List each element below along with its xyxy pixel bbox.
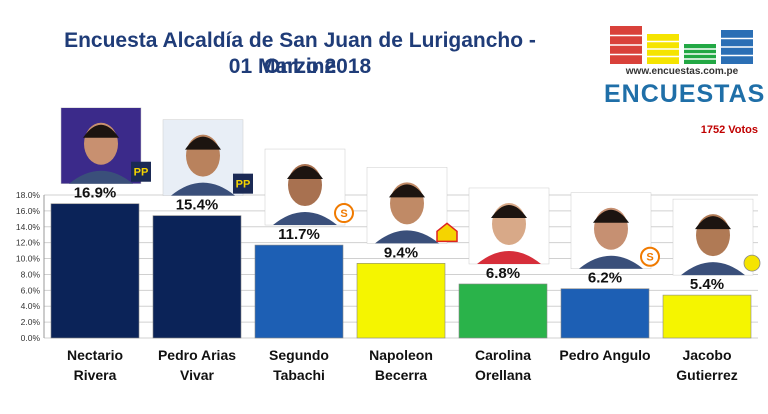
category-label: Rivera [74, 367, 117, 383]
hair-shape [83, 124, 119, 138]
shoulders-shape [273, 212, 337, 226]
category-label: Napoleon [369, 347, 433, 363]
logo-bars-icon [610, 26, 753, 64]
candidate-photo [672, 198, 754, 276]
candidate-photo [468, 187, 550, 265]
podemos-logo-icon: PP [131, 161, 151, 182]
value-label: 15.4% [176, 197, 219, 214]
candidate-photo [60, 107, 142, 184]
category-label: Vivar [180, 367, 215, 383]
y-tick-label: 8.0% [21, 269, 41, 279]
encuestas-logo: www.encuestas.com.pe ENCUESTAS [604, 22, 766, 132]
candidate-photo [366, 167, 448, 244]
shoulders-shape [681, 262, 745, 276]
value-label: 16.9% [74, 185, 117, 202]
shoulders-shape [171, 182, 235, 196]
category-label: Orellana [475, 367, 531, 383]
shoulders-shape [477, 250, 541, 264]
y-tick-label: 12.0% [16, 238, 41, 248]
bar [152, 215, 242, 339]
votes-count: 1752 Votos [700, 124, 758, 136]
bar [458, 283, 548, 339]
y-tick-label: 16.0% [16, 206, 41, 216]
value-label: 5.4% [690, 276, 724, 293]
y-tick-label: 10.0% [16, 254, 41, 264]
category-label: Carolina [475, 347, 531, 363]
hair-shape [287, 166, 323, 180]
y-tick-label: 18.0% [16, 190, 41, 200]
category-label: Segundo [269, 347, 329, 363]
category-label: Tabachi [273, 367, 325, 383]
hair-shape [389, 184, 425, 198]
y-tick-label: 0.0% [21, 333, 41, 343]
category-label: Becerra [375, 367, 427, 383]
value-label: 11.7% [278, 226, 320, 243]
category-label: Nectario [67, 347, 123, 363]
y-tick-label: 2.0% [21, 317, 41, 327]
solidaridad-logo-icon: S [640, 246, 660, 267]
candidate-photo [264, 148, 346, 226]
badge-label: S [340, 208, 347, 220]
badge-label: PP [236, 179, 251, 191]
sun-logo-icon [743, 254, 761, 272]
chart-subtitle: 01 Marzo 2018 [228, 55, 372, 78]
value-label: 9.4% [384, 244, 418, 261]
y-tick-label: 4.0% [21, 301, 41, 311]
bar [560, 288, 650, 339]
value-label: 6.2% [588, 270, 622, 287]
category-label: Pedro Arias [158, 347, 236, 363]
podemos-logo-icon: PP [233, 173, 253, 194]
chart-title: Encuesta Alcaldía de San Juan de Lurigan… [64, 29, 536, 78]
category-label: Pedro Angulo [559, 347, 650, 363]
bar [254, 244, 344, 339]
category-label: Gutierrez [676, 367, 737, 383]
bar [662, 294, 752, 339]
hair-shape [593, 209, 629, 223]
badge-label: S [646, 252, 653, 264]
logo-url: www.encuestas.com.pe [625, 66, 739, 77]
hair-shape [185, 136, 221, 150]
shoulders-shape [375, 230, 439, 244]
hair-shape [695, 216, 731, 230]
shoulders-shape [579, 255, 643, 269]
hair-shape [491, 204, 527, 218]
candidate-photo [162, 119, 244, 196]
bar [50, 203, 140, 339]
category-label: Jacobo [682, 347, 731, 363]
shoulders-shape [69, 170, 133, 184]
bar [356, 263, 446, 339]
y-tick-label: 6.0% [21, 285, 41, 295]
badge-label: PP [134, 167, 149, 179]
house-logo-icon [436, 222, 458, 243]
y-tick-label: 14.0% [16, 222, 41, 232]
solidaridad-logo-icon: S [334, 203, 354, 224]
value-label: 6.8% [486, 265, 520, 282]
logo-brand: ENCUESTAS [604, 80, 766, 108]
candidate-photo [570, 192, 652, 269]
